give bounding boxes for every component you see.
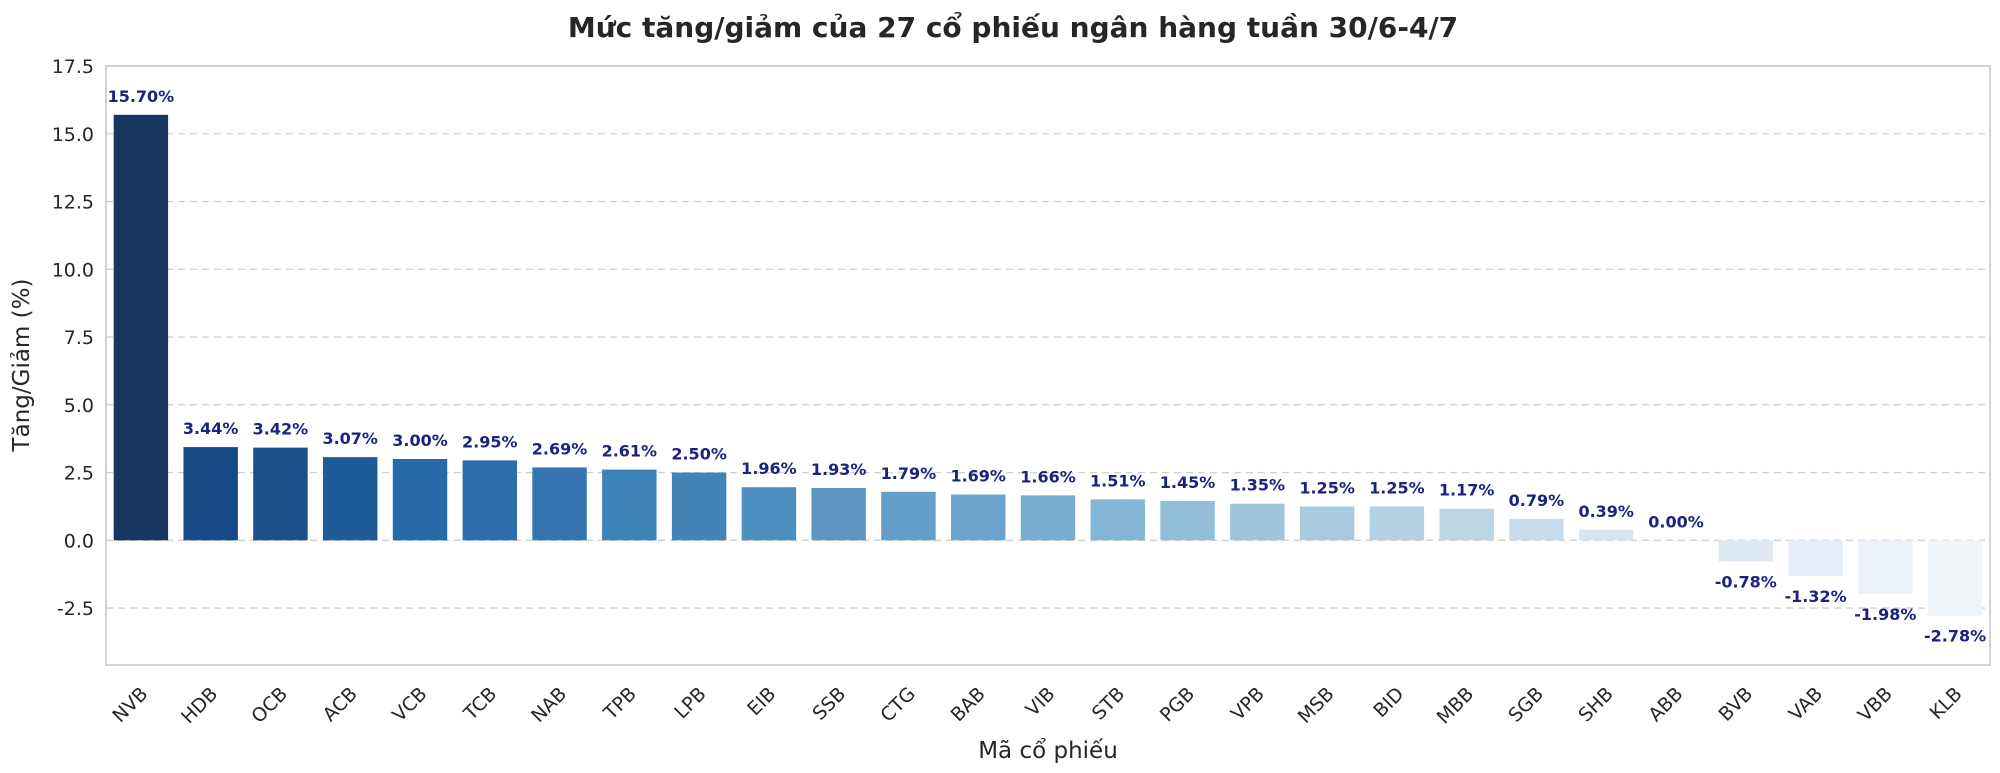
value-label: 1.93%	[811, 460, 867, 479]
x-tick-label: HDB	[177, 683, 222, 728]
x-tick-label: TPB	[599, 683, 641, 725]
x-tick-label: BID	[1369, 683, 1408, 722]
value-label: 2.95%	[462, 432, 518, 451]
bar-vib	[1020, 495, 1076, 541]
y-axis-ticks: -2.5 0.0 2.5 5.0 7.5 10.0 12.5 15.0 17.5	[52, 56, 94, 620]
y-tick-label: 2.5	[64, 463, 94, 485]
value-label: 2.61%	[602, 442, 658, 461]
y-tick-label: 10.0	[52, 259, 94, 281]
bar-tpb	[602, 469, 657, 541]
value-label: 3.07%	[322, 429, 378, 448]
bar-acb	[323, 457, 378, 541]
value-label: 1.45%	[1160, 473, 1216, 492]
x-axis-ticks: NVB HDB OCB ACB VCB TCB NAB TPB LPB EIB SSB CTG BAB V…	[108, 683, 1966, 729]
x-tick-label: VBB	[1854, 683, 1897, 726]
y-axis-label: Tăng/Giảm (%)	[9, 279, 35, 453]
y-tick-label: 5.0	[64, 395, 94, 417]
x-tick-label: SHB	[1574, 683, 1617, 726]
value-label: 3.00%	[392, 431, 448, 450]
x-tick-label: PGB	[1156, 683, 1199, 726]
value-label: 1.25%	[1369, 478, 1425, 497]
value-label: -1.98%	[1854, 605, 1916, 624]
bar-bab	[951, 494, 1006, 541]
x-axis-label: Mã cổ phiếu	[978, 738, 1118, 764]
y-tick-label: 12.5	[52, 192, 94, 214]
bar-bid	[1369, 506, 1425, 541]
x-tick-label: MBB	[1433, 683, 1479, 729]
bars	[113, 114, 1983, 616]
bar-vab	[1788, 540, 1843, 577]
bar-mbb	[1439, 508, 1494, 541]
x-tick-label: SGB	[1504, 683, 1548, 727]
value-label: 1.17%	[1439, 481, 1495, 500]
value-label: 3.42%	[253, 420, 309, 439]
bar-vbb	[1858, 540, 1913, 594]
x-tick-label: LPB	[670, 683, 710, 723]
bar-bvb	[1718, 540, 1773, 562]
x-tick-label: CTG	[876, 683, 920, 727]
x-tick-label: ACB	[319, 683, 362, 726]
x-tick-label: NVB	[108, 683, 152, 727]
value-label: 0.39%	[1578, 502, 1634, 521]
chart-title: Mức tăng/giảm của 27 cổ phiếu ngân hàng …	[568, 10, 1458, 44]
x-tick-label: KLB	[1926, 683, 1967, 724]
bar-msb	[1299, 506, 1355, 541]
x-tick-label: BVB	[1715, 683, 1758, 726]
value-label: -0.78%	[1715, 572, 1777, 591]
x-tick-label: ABB	[1644, 683, 1687, 726]
x-tick-label: VPB	[1227, 683, 1269, 725]
value-label: 0.79%	[1509, 491, 1565, 510]
value-labels: 15.70% 3.44% 3.42% 3.07% 3.00% 2.95% 2.69% 2.61…	[108, 87, 1987, 646]
value-label: -2.78%	[1924, 627, 1986, 646]
bar-ocb	[253, 447, 308, 541]
bar-tcb	[462, 460, 517, 541]
value-label: 2.69%	[532, 439, 588, 458]
value-label: 3.44%	[183, 419, 239, 438]
bar-stb	[1090, 499, 1145, 541]
value-label: -1.32%	[1784, 587, 1846, 606]
value-label: 1.35%	[1230, 476, 1286, 495]
bar-vpb	[1230, 503, 1285, 541]
value-label: 1.69%	[950, 467, 1006, 486]
x-tick-label: NAB	[527, 683, 571, 727]
y-tick-label: 15.0	[52, 124, 94, 146]
bar-vcb	[392, 459, 448, 541]
x-tick-label: TCB	[459, 683, 501, 725]
x-tick-label: VCB	[388, 683, 431, 726]
x-tick-label: VIB	[1022, 683, 1060, 721]
x-tick-label: OCB	[247, 683, 292, 728]
value-label: 1.96%	[741, 459, 797, 478]
x-tick-label: MSB	[1294, 683, 1339, 728]
bar-nab	[532, 467, 587, 541]
value-label: 15.70%	[108, 87, 175, 106]
y-tick-label: 0.0	[64, 530, 94, 552]
x-tick-label: STB	[1088, 683, 1130, 725]
bar-pgb	[1160, 501, 1215, 541]
value-label: 1.51%	[1090, 471, 1146, 490]
bar-ssb	[811, 488, 866, 541]
bar-shb	[1579, 529, 1634, 541]
value-label: 0.00%	[1648, 512, 1704, 531]
y-tick-label: -2.5	[57, 598, 94, 620]
bar-sgb	[1509, 518, 1564, 541]
bar-eib	[741, 487, 797, 541]
x-tick-label: VAB	[1785, 683, 1827, 725]
bar-nvb	[113, 114, 169, 541]
x-tick-label: SSB	[808, 683, 850, 725]
value-label: 2.50%	[671, 445, 727, 464]
x-tick-label: EIB	[743, 683, 780, 720]
bar-ctg	[881, 491, 936, 541]
bar-lpb	[671, 472, 727, 541]
value-label: 1.79%	[881, 464, 937, 483]
y-tick-label: 17.5	[52, 56, 94, 78]
bar-hdb	[183, 447, 238, 541]
bar-klb	[1927, 540, 1983, 616]
plot-frame	[105, 65, 1991, 666]
x-tick-label: BAB	[947, 683, 990, 726]
value-label: 1.66%	[1020, 467, 1076, 486]
value-label: 1.25%	[1299, 478, 1355, 497]
y-tick-label: 7.5	[64, 327, 94, 349]
